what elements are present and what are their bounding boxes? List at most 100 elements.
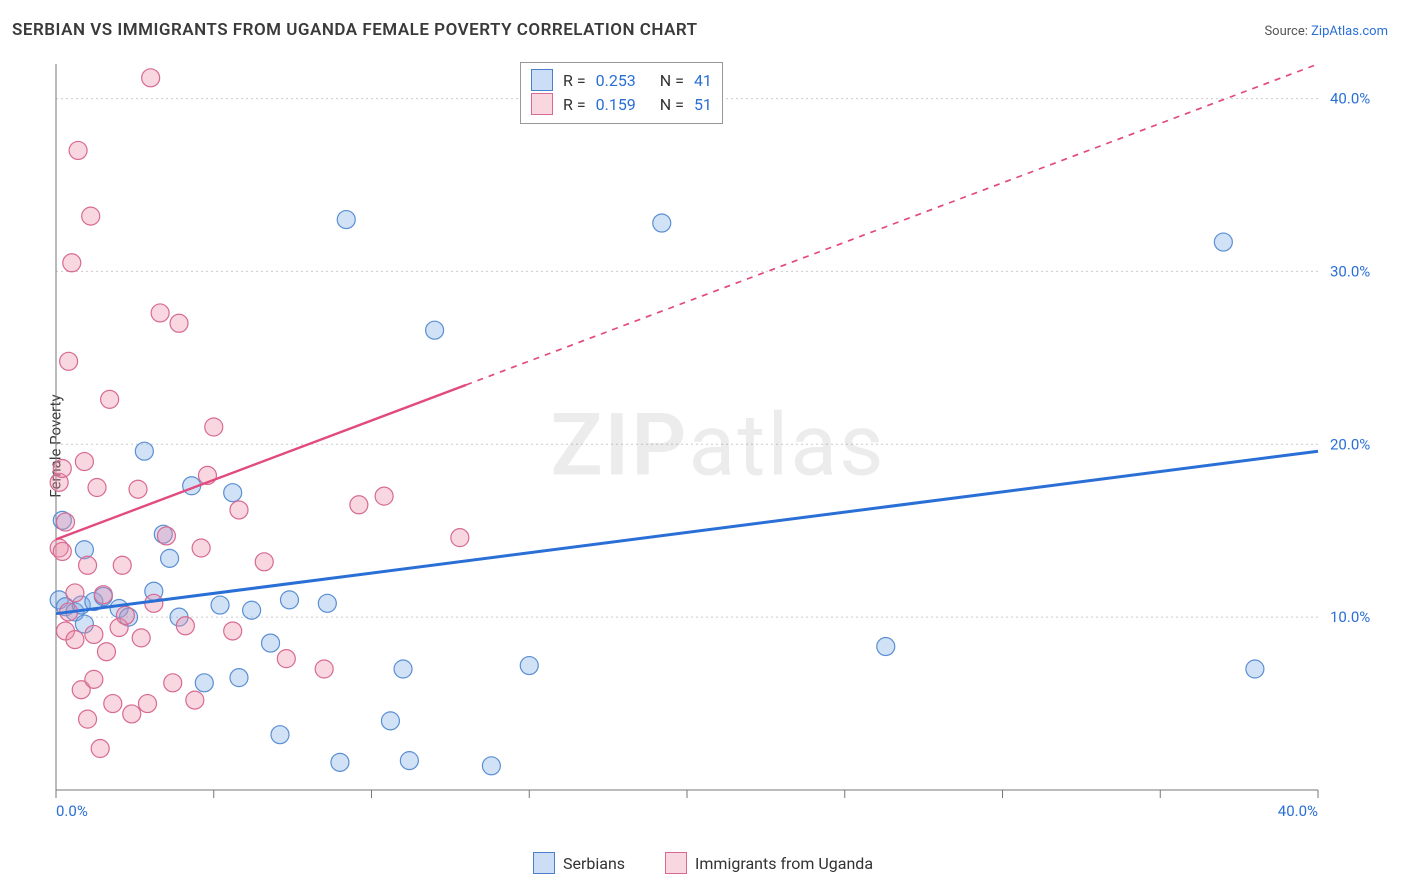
scatter-point	[97, 643, 115, 661]
n-label-1: N =	[660, 71, 684, 90]
scatter-point	[113, 556, 131, 574]
scatter-point	[101, 390, 119, 408]
scatter-point	[653, 214, 671, 232]
scatter-point	[520, 657, 538, 675]
legend-item-serbians: Serbians	[533, 852, 625, 874]
scatter-point	[142, 69, 160, 87]
r-value-1: 0.253	[596, 71, 636, 90]
scatter-point	[1246, 660, 1264, 678]
scatter-point	[157, 527, 175, 545]
n-value-1: 41	[694, 71, 712, 90]
scatter-point	[85, 625, 103, 643]
scatter-point	[53, 459, 71, 477]
swatch-pink-icon	[531, 93, 553, 115]
scatter-plot: 10.0% 20.0% 30.0% 40.0% 0.0% 40.0%	[48, 60, 1388, 830]
scatter-point	[88, 479, 106, 497]
scatter-point	[164, 674, 182, 692]
bottom-legend: Serbians Immigrants from Uganda	[0, 852, 1406, 874]
chart-title: SERBIAN VS IMMIGRANTS FROM UGANDA FEMALE…	[12, 20, 698, 40]
y-tick-label: 30.0%	[1330, 262, 1370, 280]
scatter-point	[192, 539, 210, 557]
scatter-point	[82, 207, 100, 225]
scatter-point	[381, 712, 399, 730]
scatter-point	[104, 695, 122, 713]
scatter-point	[230, 669, 248, 687]
scatter-point	[315, 660, 333, 678]
scatter-point	[116, 606, 134, 624]
scatter-point	[170, 314, 188, 332]
scatter-point	[91, 740, 109, 758]
scatter-point	[350, 496, 368, 514]
scatter-point	[63, 254, 81, 272]
n-label-2: N =	[660, 95, 684, 114]
swatch-blue-icon	[533, 852, 555, 874]
scatter-point	[79, 710, 97, 728]
source-link[interactable]: ZipAtlas.com	[1311, 24, 1388, 39]
scatter-point	[60, 352, 78, 370]
r-label-2: R =	[563, 95, 586, 114]
n-value-2: 51	[694, 95, 712, 114]
scatter-point	[277, 650, 295, 668]
r-value-2: 0.159	[596, 95, 636, 114]
source-label: Source:	[1264, 24, 1307, 39]
scatter-point	[224, 622, 242, 640]
scatter-point	[426, 321, 444, 339]
scatter-point	[53, 542, 71, 560]
scatter-point	[337, 211, 355, 229]
scatter-point	[75, 453, 93, 471]
scatter-point	[195, 674, 213, 692]
legend-label-2: Immigrants from Uganda	[695, 854, 873, 873]
scatter-point	[85, 670, 103, 688]
trend-line	[56, 451, 1318, 613]
swatch-blue-icon	[531, 69, 553, 91]
scatter-point	[66, 584, 84, 602]
scatter-point	[271, 726, 289, 744]
swatch-pink-icon	[665, 852, 687, 874]
scatter-point	[205, 418, 223, 436]
scatter-point	[375, 487, 393, 505]
stats-row-2: R = 0.159 N = 51	[531, 93, 712, 115]
y-tick-label: 20.0%	[1330, 435, 1370, 453]
scatter-point	[135, 442, 153, 460]
legend-item-uganda: Immigrants from Uganda	[665, 852, 873, 874]
scatter-point	[138, 695, 156, 713]
scatter-point	[161, 549, 179, 567]
scatter-point	[94, 586, 112, 604]
scatter-point	[1214, 233, 1232, 251]
scatter-point	[262, 634, 280, 652]
scatter-point	[186, 691, 204, 709]
scatter-point	[318, 594, 336, 612]
scatter-point	[56, 513, 74, 531]
scatter-point	[394, 660, 412, 678]
scatter-point	[224, 484, 242, 502]
y-tick-label: 40.0%	[1330, 90, 1370, 108]
scatter-point	[132, 629, 150, 647]
legend-label-1: Serbians	[563, 854, 625, 873]
scatter-point	[331, 753, 349, 771]
scatter-point	[400, 752, 418, 770]
scatter-point	[280, 591, 298, 609]
scatter-point	[69, 141, 87, 159]
scatter-point	[123, 705, 141, 723]
scatter-point	[451, 529, 469, 547]
scatter-point	[75, 541, 93, 559]
scatter-point	[211, 596, 229, 614]
x-tick-label: 40.0%	[1278, 802, 1318, 820]
trend-line	[56, 385, 466, 539]
r-label-1: R =	[563, 71, 586, 90]
scatter-point	[255, 553, 273, 571]
scatter-point	[66, 631, 84, 649]
scatter-point	[877, 638, 895, 656]
source-attribution: Source: ZipAtlas.com	[1264, 24, 1388, 39]
scatter-point	[230, 501, 248, 519]
scatter-point	[176, 617, 194, 635]
scatter-point	[79, 556, 97, 574]
x-tick-label: 0.0%	[56, 802, 88, 820]
scatter-point	[129, 480, 147, 498]
scatter-point	[151, 304, 169, 322]
y-tick-label: 10.0%	[1330, 608, 1370, 626]
stats-box: R = 0.253 N = 41 R = 0.159 N = 51	[520, 62, 723, 124]
scatter-point	[243, 601, 261, 619]
stats-row-1: R = 0.253 N = 41	[531, 69, 712, 91]
scatter-point	[482, 757, 500, 775]
